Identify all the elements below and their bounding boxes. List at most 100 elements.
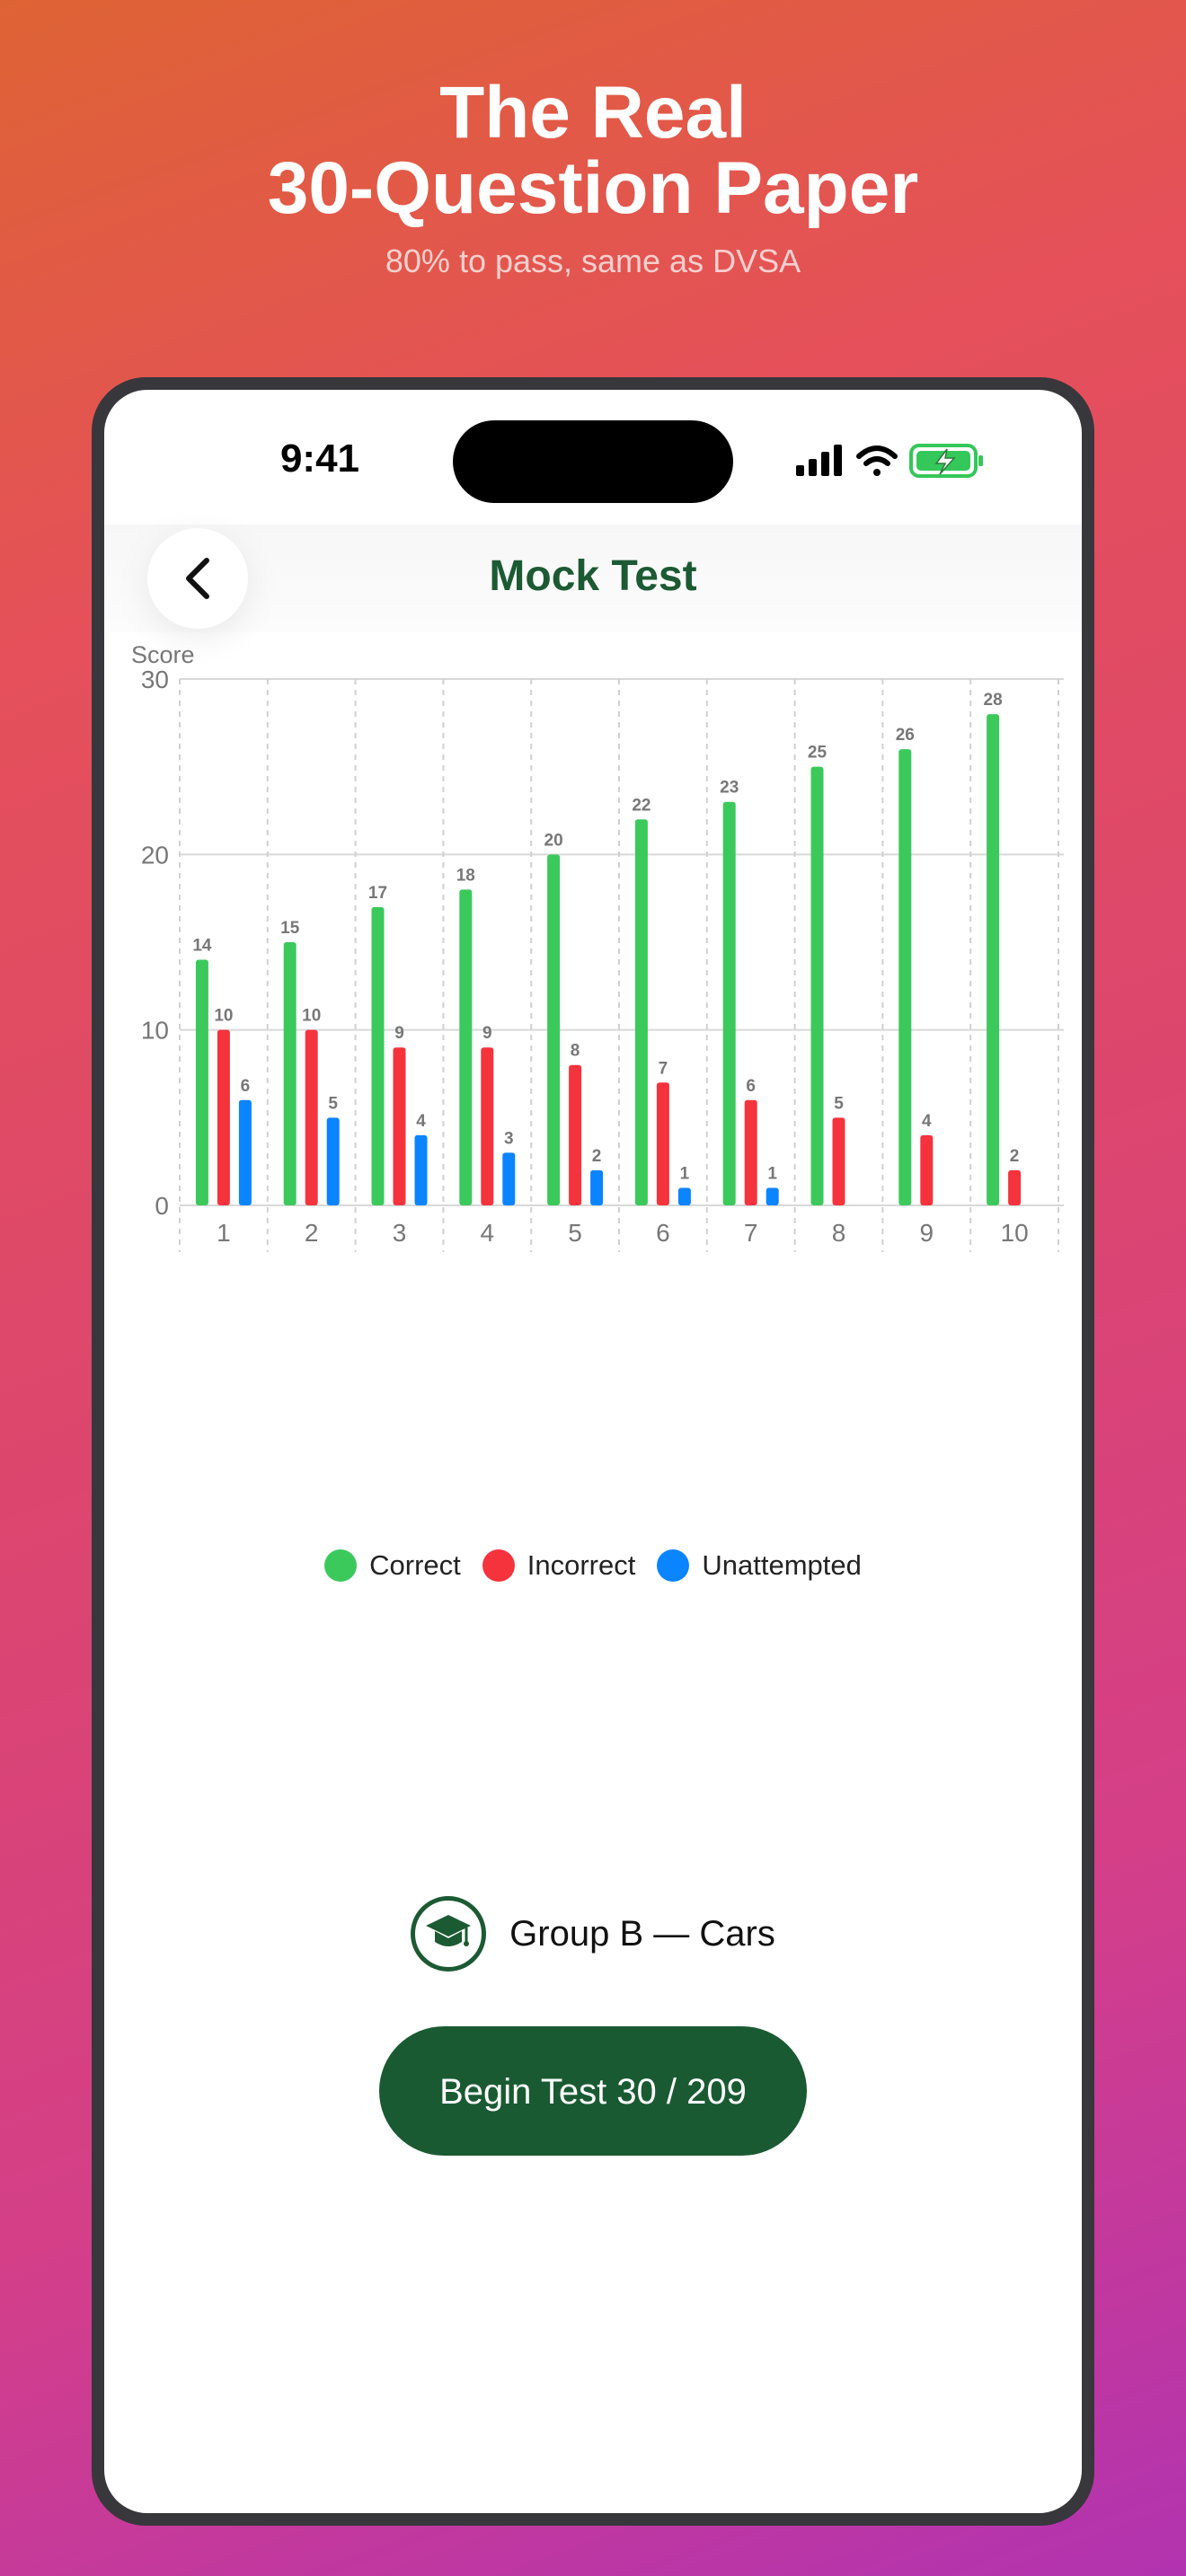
bar-correct [195,959,208,1205]
bar-unattempted [502,1152,516,1205]
legend-swatch [482,1549,515,1582]
legend-label: Correct [369,1549,461,1581]
group-label: Group B — Cars [509,1913,775,1954]
legend-label: Unattempted [702,1549,862,1581]
headline-line-2: 30-Question Paper [267,147,919,229]
bar-value-label: 6 [746,1077,756,1096]
legend-swatch [324,1549,358,1582]
bar-correct [283,942,296,1205]
x-tick-label: 7 [744,1219,758,1247]
bar-value-label: 22 [632,796,651,815]
bar-value-label: 9 [394,1024,404,1043]
dynamic-island [453,420,733,503]
x-tick-label: 6 [656,1219,670,1247]
bar-correct [810,766,824,1205]
y-axis-label: Score [131,641,195,668]
marketing-headline: The Real 30-Question Paper [0,75,1186,226]
x-tick-label: 3 [393,1219,407,1247]
bar-incorrect [744,1099,757,1205]
bar-value-label: 20 [544,831,563,850]
bar-value-label: 2 [592,1147,602,1166]
bar-value-label: 5 [328,1094,338,1113]
navigation-bar [104,525,1082,632]
bar-value-label: 7 [659,1059,668,1078]
bar-incorrect [920,1134,934,1205]
marketing-subline: 80% to pass, same as DVSA [385,243,801,279]
bar-unattempted [677,1187,691,1205]
x-tick-label: 2 [305,1219,319,1247]
status-time: 9:41 [279,437,360,481]
bar-value-label: 1 [680,1164,690,1183]
bar-value-label: 10 [302,1007,321,1026]
bar-incorrect [393,1047,406,1205]
bar-incorrect [569,1064,582,1205]
bar-value-label: 4 [922,1112,932,1131]
x-tick-label: 10 [1001,1219,1029,1247]
bar-incorrect [305,1029,318,1205]
bar-value-label: 8 [571,1042,580,1061]
y-tick-label: 0 [155,1192,169,1220]
bar-value-label: 17 [368,884,387,903]
bar-correct [547,854,561,1205]
bar-unattempted [238,1099,252,1205]
bar-value-label: 3 [504,1129,514,1148]
legend-item-correct: Correct [324,1549,461,1582]
bar-value-label: 4 [416,1112,426,1131]
bar-correct [898,749,912,1205]
bar-value-label: 25 [808,744,828,763]
y-tick-label: 10 [141,1017,169,1045]
bar-value-label: 18 [456,866,475,885]
back-button[interactable] [147,528,248,629]
bar-correct [987,714,1000,1205]
bar-value-label: 15 [280,919,300,938]
legend-item-unattempted: Unattempted [657,1549,862,1582]
x-tick-label: 5 [568,1219,582,1247]
x-tick-label: 8 [832,1219,846,1247]
page-title: Mock Test [489,552,697,600]
chevron-left-icon [186,558,209,599]
bar-incorrect [832,1117,845,1205]
battery-charging-icon [909,444,983,478]
y-tick-label: 20 [141,841,169,869]
legend-item-incorrect: Incorrect [482,1549,636,1582]
bar-value-label: 2 [1010,1147,1020,1166]
bar-value-label: 9 [482,1024,492,1043]
bar-value-label: 10 [214,1007,233,1026]
app-screen: 9:41 [104,390,1082,2513]
x-tick-label: 4 [481,1219,495,1247]
status-icons [796,444,983,478]
bar-value-label: 1 [767,1164,777,1183]
bar-incorrect [217,1029,230,1205]
cellular-signal-icon [796,445,842,476]
bar-value-label: 28 [984,691,1003,710]
graduation-cap-icon [411,1896,487,1972]
group-row: Group B — Cars [104,1893,1082,1974]
bar-correct [634,819,648,1205]
bar-correct [459,889,473,1205]
y-tick-label: 30 [141,666,169,693]
bar-unattempted [766,1187,779,1205]
bar-value-label: 5 [834,1094,844,1113]
bar-unattempted [414,1134,428,1205]
headline-line-1: The Real [439,72,747,154]
bar-unattempted [590,1169,604,1205]
chart-legend: Correct Incorrect Unattempted [104,1543,1082,1588]
begin-test-button[interactable]: Begin Test 30 / 209 [379,2026,807,2156]
phone-frame: 9:41 [92,377,1094,2526]
bar-value-label: 26 [896,726,915,745]
bar-value-label: 23 [720,779,739,798]
bar-incorrect [1008,1169,1022,1205]
bar-value-label: 6 [241,1077,251,1096]
bar-correct [722,801,736,1205]
score-bar-chart: Score 0102030141061151052179431893420825… [131,641,1064,1252]
bar-incorrect [481,1047,494,1205]
x-tick-label: 9 [920,1219,934,1247]
bar-value-label: 14 [192,937,212,956]
bar-correct [371,906,385,1205]
x-tick-label: 1 [217,1219,231,1247]
legend-swatch [657,1549,690,1582]
bar-incorrect [656,1082,669,1205]
wifi-icon [856,446,898,476]
bar-unattempted [326,1117,340,1205]
legend-label: Incorrect [527,1549,636,1581]
